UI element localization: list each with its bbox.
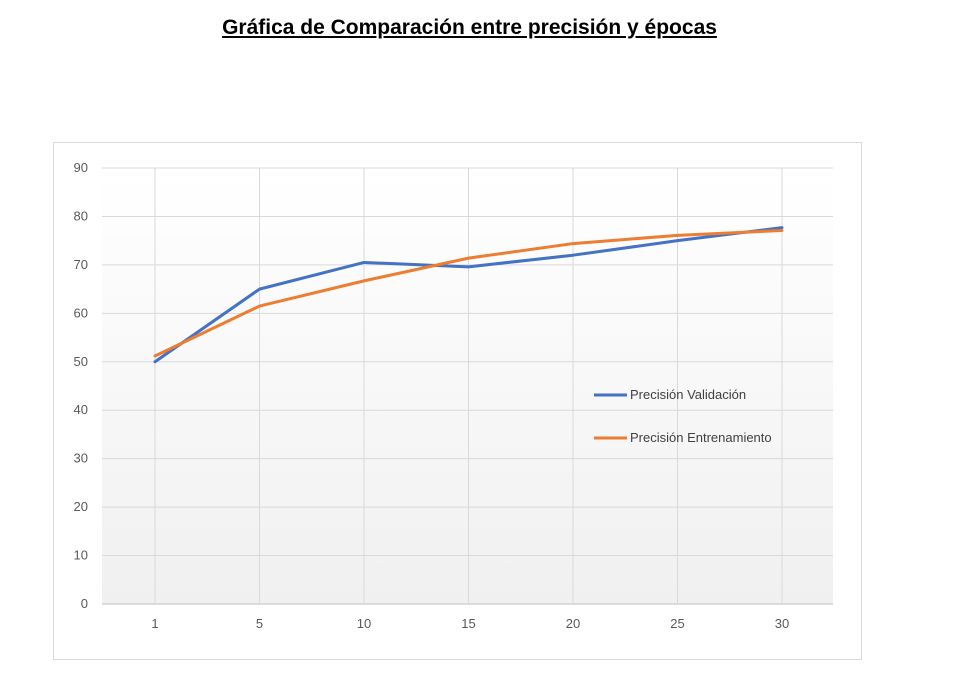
x-tick-label: 10 (357, 616, 371, 631)
page-title: Gráfica de Comparación entre precisión y… (222, 16, 717, 39)
x-tick-label: 1 (151, 616, 158, 631)
y-tick-label: 20 (74, 499, 88, 514)
chart-frame (53, 142, 862, 660)
series-line-entrenamiento (153, 228, 784, 358)
y-tick-label: 70 (74, 257, 88, 272)
y-tick-label: 80 (74, 208, 88, 223)
y-tick-label: 0 (81, 596, 88, 611)
x-tick-label: 20 (566, 616, 580, 631)
series-line-validacion (153, 226, 784, 364)
y-tick-label: 60 (74, 305, 88, 320)
y-tick-label: 30 (74, 451, 88, 466)
x-tick-label: 15 (461, 616, 475, 631)
y-tick-label: 50 (74, 354, 88, 369)
x-tick-label: 30 (775, 616, 789, 631)
y-tick-label: 10 (74, 548, 88, 563)
x-tick-label: 25 (670, 616, 684, 631)
y-tick-label: 90 (74, 160, 88, 175)
x-tick-label: 5 (256, 616, 263, 631)
legend-label: Precisión Validación (630, 387, 746, 402)
y-tick-label: 40 (74, 402, 88, 417)
legend-label: Precisión Entrenamiento (630, 430, 772, 445)
plot-area-background (102, 168, 833, 604)
